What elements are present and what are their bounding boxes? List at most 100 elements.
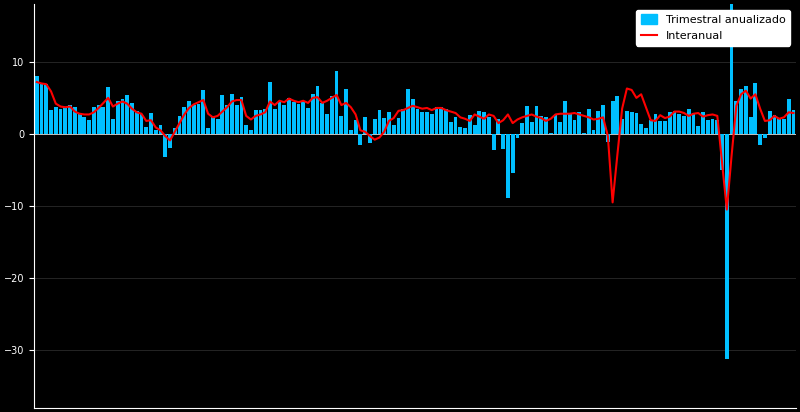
Bar: [282, 105, 286, 134]
Bar: [387, 112, 391, 134]
Bar: [126, 95, 129, 134]
Bar: [339, 116, 343, 134]
Bar: [615, 96, 619, 134]
Bar: [725, 134, 729, 359]
Bar: [544, 117, 548, 134]
Bar: [292, 102, 296, 134]
Bar: [578, 112, 582, 134]
Bar: [630, 112, 634, 134]
Bar: [506, 134, 510, 198]
Bar: [273, 109, 277, 134]
Bar: [478, 111, 482, 134]
Bar: [587, 109, 590, 134]
Bar: [268, 82, 272, 134]
Bar: [654, 115, 658, 134]
Bar: [563, 101, 567, 134]
Bar: [392, 125, 395, 134]
Bar: [163, 134, 167, 157]
Bar: [720, 134, 724, 170]
Bar: [330, 96, 334, 134]
Bar: [568, 115, 572, 134]
Bar: [302, 101, 305, 134]
Bar: [673, 111, 676, 134]
Bar: [682, 116, 686, 134]
Bar: [154, 130, 158, 134]
Bar: [573, 120, 577, 134]
Bar: [482, 112, 486, 134]
Bar: [178, 116, 182, 134]
Bar: [168, 134, 172, 148]
Bar: [658, 121, 662, 134]
Bar: [349, 130, 353, 134]
Bar: [487, 117, 490, 134]
Bar: [687, 109, 690, 134]
Bar: [520, 123, 524, 134]
Bar: [63, 107, 67, 134]
Bar: [758, 134, 762, 145]
Bar: [449, 122, 453, 134]
Bar: [306, 108, 310, 134]
Bar: [316, 86, 319, 134]
Bar: [87, 119, 91, 134]
Bar: [158, 125, 162, 134]
Bar: [221, 95, 224, 134]
Bar: [444, 110, 448, 134]
Bar: [202, 90, 206, 134]
Bar: [739, 89, 743, 134]
Bar: [730, 0, 734, 134]
Bar: [763, 134, 767, 138]
Bar: [492, 134, 495, 150]
Bar: [111, 119, 115, 134]
Bar: [715, 120, 719, 134]
Bar: [244, 124, 248, 134]
Bar: [258, 110, 262, 134]
Bar: [668, 112, 672, 134]
Bar: [73, 107, 77, 134]
Bar: [35, 75, 38, 134]
Bar: [610, 101, 614, 134]
Bar: [278, 102, 282, 134]
Bar: [373, 119, 377, 134]
Bar: [116, 101, 119, 134]
Bar: [510, 134, 514, 173]
Bar: [58, 109, 62, 134]
Bar: [411, 99, 414, 134]
Bar: [754, 84, 758, 134]
Bar: [211, 117, 214, 134]
Bar: [82, 117, 86, 134]
Bar: [97, 105, 101, 134]
Bar: [121, 98, 124, 134]
Bar: [497, 119, 500, 134]
Bar: [696, 126, 700, 134]
Bar: [354, 119, 358, 134]
Bar: [54, 107, 58, 134]
Bar: [287, 98, 291, 134]
Bar: [226, 105, 229, 134]
Bar: [606, 134, 610, 142]
Bar: [778, 118, 781, 134]
Bar: [434, 107, 438, 134]
Bar: [515, 134, 519, 138]
Bar: [187, 101, 191, 134]
Bar: [40, 83, 43, 134]
Bar: [234, 105, 238, 134]
Bar: [530, 122, 534, 134]
Bar: [692, 113, 695, 134]
Bar: [534, 106, 538, 134]
Bar: [192, 105, 196, 134]
Bar: [78, 115, 82, 134]
Bar: [454, 117, 458, 134]
Bar: [744, 86, 748, 134]
Bar: [502, 134, 505, 149]
Bar: [663, 121, 667, 134]
Bar: [402, 109, 405, 134]
Bar: [406, 89, 410, 134]
Bar: [430, 115, 434, 134]
Bar: [415, 110, 419, 134]
Bar: [597, 111, 600, 134]
Bar: [644, 128, 648, 134]
Bar: [106, 87, 110, 134]
Bar: [49, 110, 53, 134]
Bar: [439, 107, 443, 134]
Bar: [420, 112, 424, 134]
